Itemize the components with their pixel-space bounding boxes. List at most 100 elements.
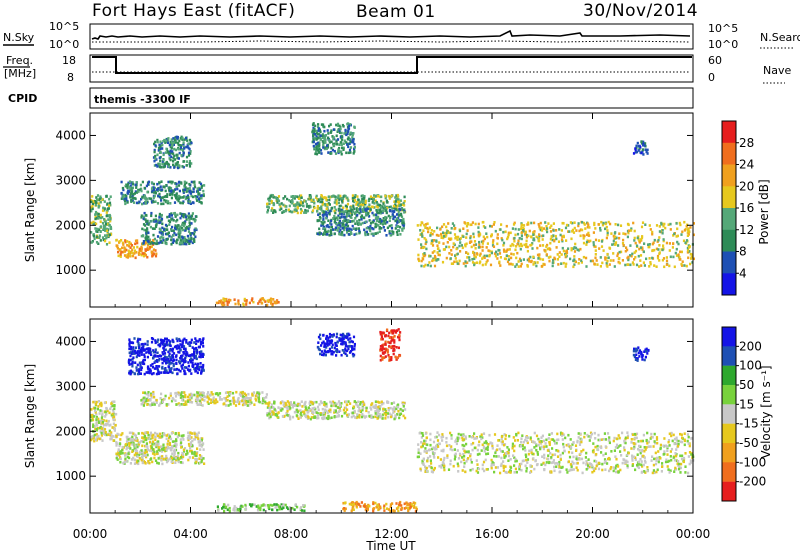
power-cell (179, 146, 183, 149)
velocity-cell (376, 417, 379, 420)
power-cell (349, 146, 353, 149)
power-cell (384, 209, 387, 212)
power-cell (127, 181, 130, 185)
power-cell (665, 263, 668, 266)
power-cell (300, 196, 303, 199)
power-cell (593, 245, 596, 248)
power-cell (146, 244, 150, 247)
power-cell (277, 301, 280, 304)
velocity-cell (202, 457, 205, 460)
power-cell (479, 254, 482, 257)
power-cell (396, 193, 399, 197)
velocity-cell (132, 438, 135, 441)
power-cell (105, 214, 108, 218)
power-cell (511, 242, 514, 246)
power-cell (434, 256, 437, 259)
power-cell (618, 232, 621, 235)
velocity-cell (171, 350, 174, 353)
power-cell (492, 245, 496, 248)
power-cell (424, 253, 427, 257)
power-cell (585, 256, 588, 260)
power-cell (399, 233, 402, 236)
power-cell (327, 151, 330, 154)
velocity-cell (233, 509, 236, 512)
power-cell (686, 234, 689, 237)
power-cell (658, 225, 661, 228)
velocity-cell (155, 442, 158, 445)
velocity-cell (184, 372, 187, 376)
power-cell (330, 131, 333, 134)
power-cell (164, 162, 167, 165)
velocity-cell (165, 454, 168, 458)
power-cell (675, 222, 678, 225)
velocity-cell (103, 433, 107, 436)
power-cell (507, 255, 510, 258)
velocity-cell (134, 361, 137, 364)
velocity-cell (370, 403, 373, 407)
power-cell (401, 229, 404, 232)
power-cell (635, 244, 639, 248)
velocity-cell (159, 432, 162, 436)
power-cell (268, 202, 271, 206)
velocity-cell (150, 394, 153, 397)
power-cell (176, 198, 179, 201)
power-cell (378, 220, 381, 223)
power-cell (422, 253, 425, 256)
power-cell (106, 202, 109, 205)
power-cell (167, 231, 170, 234)
power-cell (188, 225, 191, 228)
velocity-cell (191, 439, 194, 443)
power-cell (131, 181, 134, 184)
velocity-cell (175, 355, 178, 358)
power-cell (451, 222, 454, 225)
power-cell (197, 197, 200, 201)
power-cell (526, 233, 529, 237)
power-cell (505, 224, 508, 228)
power-cell (686, 251, 689, 254)
power-cell (316, 131, 319, 135)
power-cell (582, 237, 585, 240)
power-cell (158, 163, 161, 166)
power-cell (186, 234, 189, 238)
power-cell (160, 217, 164, 221)
power-cell (172, 143, 175, 146)
power-cell (282, 197, 285, 200)
power-cell (92, 199, 95, 203)
velocity-cell (157, 442, 160, 446)
velocity-cell (337, 406, 340, 409)
velocity-cell (285, 405, 288, 409)
power-cell (507, 233, 510, 237)
velocity-cell (168, 443, 172, 447)
power-cell (514, 227, 517, 231)
power-cell (501, 238, 504, 242)
velocity-cell (166, 343, 169, 347)
velocity-cell (145, 449, 148, 452)
power-cell (177, 163, 180, 167)
power-cell (175, 139, 178, 142)
velocity-cell (193, 367, 196, 370)
power-cell (145, 234, 148, 238)
velocity-cell (404, 416, 407, 420)
power-cell (125, 248, 128, 252)
power-cell (226, 300, 229, 304)
velocity-cell (132, 356, 135, 359)
velocity-cell (157, 343, 160, 347)
power-cell (346, 231, 349, 234)
velocity-cell (176, 339, 179, 343)
velocity-cell (224, 399, 227, 403)
power-cell (342, 195, 345, 198)
velocity-cell (285, 506, 289, 509)
power-cell (514, 233, 517, 237)
power-cell (317, 146, 320, 150)
power-cell (120, 180, 123, 184)
power-cell (160, 213, 163, 217)
power-cell (186, 214, 189, 218)
power-cell (374, 217, 377, 220)
velocity-cell (247, 392, 250, 396)
velocity-cell (198, 403, 201, 406)
power-cell (553, 257, 557, 261)
power-cell (195, 215, 198, 218)
power-cell (131, 199, 134, 202)
power-cell (312, 132, 316, 136)
power-cell (338, 143, 341, 146)
